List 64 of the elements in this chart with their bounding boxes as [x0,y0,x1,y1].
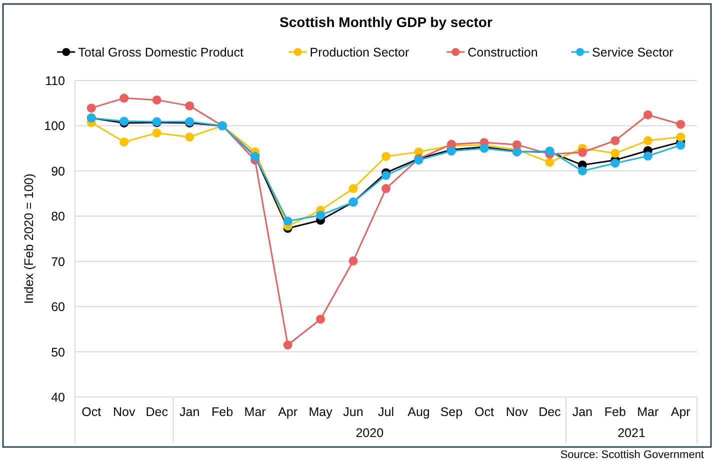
x-tick-label: Feb [604,405,626,419]
point [152,128,162,138]
point [120,137,129,146]
point [610,158,620,168]
y-axis-title: Index (Feb 2020 = 100) [22,174,36,304]
point [676,132,686,142]
point [676,140,686,150]
point [382,152,390,161]
point [578,166,587,176]
point [676,120,686,129]
x-tick-label: Mar [244,405,266,419]
x-tick-label: Oct [474,405,494,419]
point [610,136,620,146]
point [348,256,358,266]
y-tick-label: 50 [51,345,66,360]
legend-label: Construction [468,46,538,60]
legend-label: Total Gross Domestic Product [78,46,244,60]
y-tick-label: 60 [51,300,66,314]
x-tick-label: Jan [572,405,593,419]
y-tick-label: 100 [44,119,66,134]
point [283,340,292,350]
point [185,101,194,110]
point [643,136,652,146]
point [610,148,620,158]
y-tick-label: 80 [51,210,66,224]
point [382,184,390,194]
text: 2020 [356,426,384,440]
point [643,110,652,120]
x-tick-label: Apr [670,405,690,419]
x-tick-label: Nov [506,405,529,419]
chart-title: Scottish Monthly GDP by sector [280,14,493,30]
source-note: Source: Scottish Government [560,449,704,461]
y-tick-label: 90 [51,164,66,178]
x-tick-label: Feb [212,405,234,419]
point [578,148,587,157]
point [316,314,326,324]
point [120,94,129,103]
point [382,170,390,180]
point [545,158,554,167]
x-tick-label: Nov [112,405,136,419]
x-tick-label: Jan [180,405,200,419]
point [316,210,326,220]
x-tick-label: Dec [538,405,561,419]
point [152,95,162,104]
x-tick-label: Jun [343,405,364,419]
x-tick-label: Jul [378,405,394,419]
legend-label: Service Sector [592,46,674,60]
y-tick-label: 70 [51,254,66,269]
x-tick-label: Oct [82,405,102,419]
point [185,132,194,142]
text: 2021 [618,426,646,440]
y-tick-label: 40 [51,390,66,404]
x-tick-label: Apr [278,405,298,419]
point [643,152,652,161]
y-tick-label: 110 [45,74,66,88]
point [86,104,96,113]
point [348,184,358,194]
x-tick-label: Mar [637,405,659,419]
x-tick-label: Aug [408,405,430,419]
point [283,216,292,226]
x-tick-label: Sep [440,405,463,419]
x-tick-label: Dec [146,405,168,419]
legend-label: Production Sector [310,46,410,60]
x-tick-label: May [308,405,334,419]
